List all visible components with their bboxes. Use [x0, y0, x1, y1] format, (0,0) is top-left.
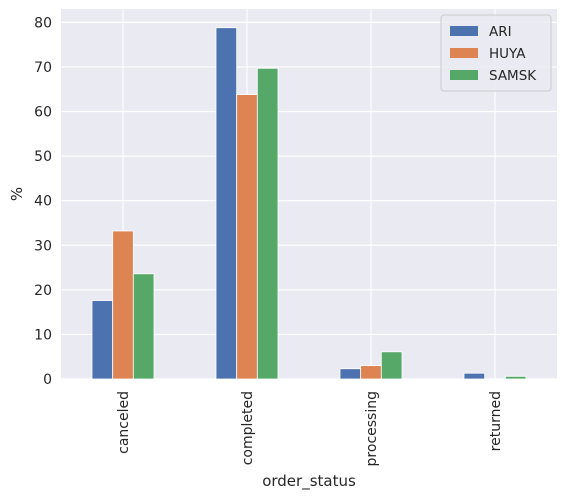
y-tick-label: 40 — [34, 194, 52, 210]
legend-label-huya: HUYA — [489, 46, 526, 62]
y-tick-label: 70 — [34, 60, 52, 76]
x-axis-label: order_status — [262, 472, 356, 491]
y-tick-label: 60 — [34, 105, 52, 121]
y-tick-label: 0 — [43, 372, 52, 388]
bar-samsk-completed — [256, 67, 279, 380]
legend-swatch-samsk — [450, 70, 478, 80]
x-tick-label: canceled — [116, 391, 132, 454]
bar-ari-returned — [463, 372, 486, 380]
bar-samsk-returned — [504, 375, 527, 380]
bar-ari-completed — [215, 27, 238, 380]
x-tick-label: returned — [488, 391, 504, 451]
bar-huya-processing — [360, 365, 382, 380]
legend-label-samsk: SAMSK — [489, 68, 537, 84]
bar-ari-canceled — [91, 300, 114, 380]
y-tick-label: 50 — [34, 149, 52, 165]
x-tick-labels: canceled completed processing returned — [116, 391, 504, 466]
y-tick-label: 20 — [34, 283, 52, 299]
y-tick-labels: 0 10 20 30 40 50 60 70 80 — [34, 15, 52, 388]
legend: ARI HUYA SAMSK — [440, 14, 552, 92]
bar-huya-completed — [236, 94, 258, 380]
y-tick-label: 80 — [34, 15, 52, 31]
y-tick-label: 10 — [34, 327, 52, 343]
x-tick-label: completed — [240, 391, 256, 465]
bar-ari-processing — [339, 368, 362, 380]
bar-samsk-processing — [380, 351, 403, 380]
x-tick-label: processing — [364, 391, 380, 466]
y-axis-label: % — [8, 187, 26, 201]
bar-huya-canceled — [112, 230, 134, 380]
legend-swatch-huya — [450, 48, 478, 58]
bar-samsk-canceled — [132, 273, 155, 380]
y-tick-label: 30 — [34, 238, 52, 254]
legend-label-ari: ARI — [489, 24, 512, 40]
legend-swatch-ari — [450, 26, 478, 36]
bars — [91, 27, 527, 380]
